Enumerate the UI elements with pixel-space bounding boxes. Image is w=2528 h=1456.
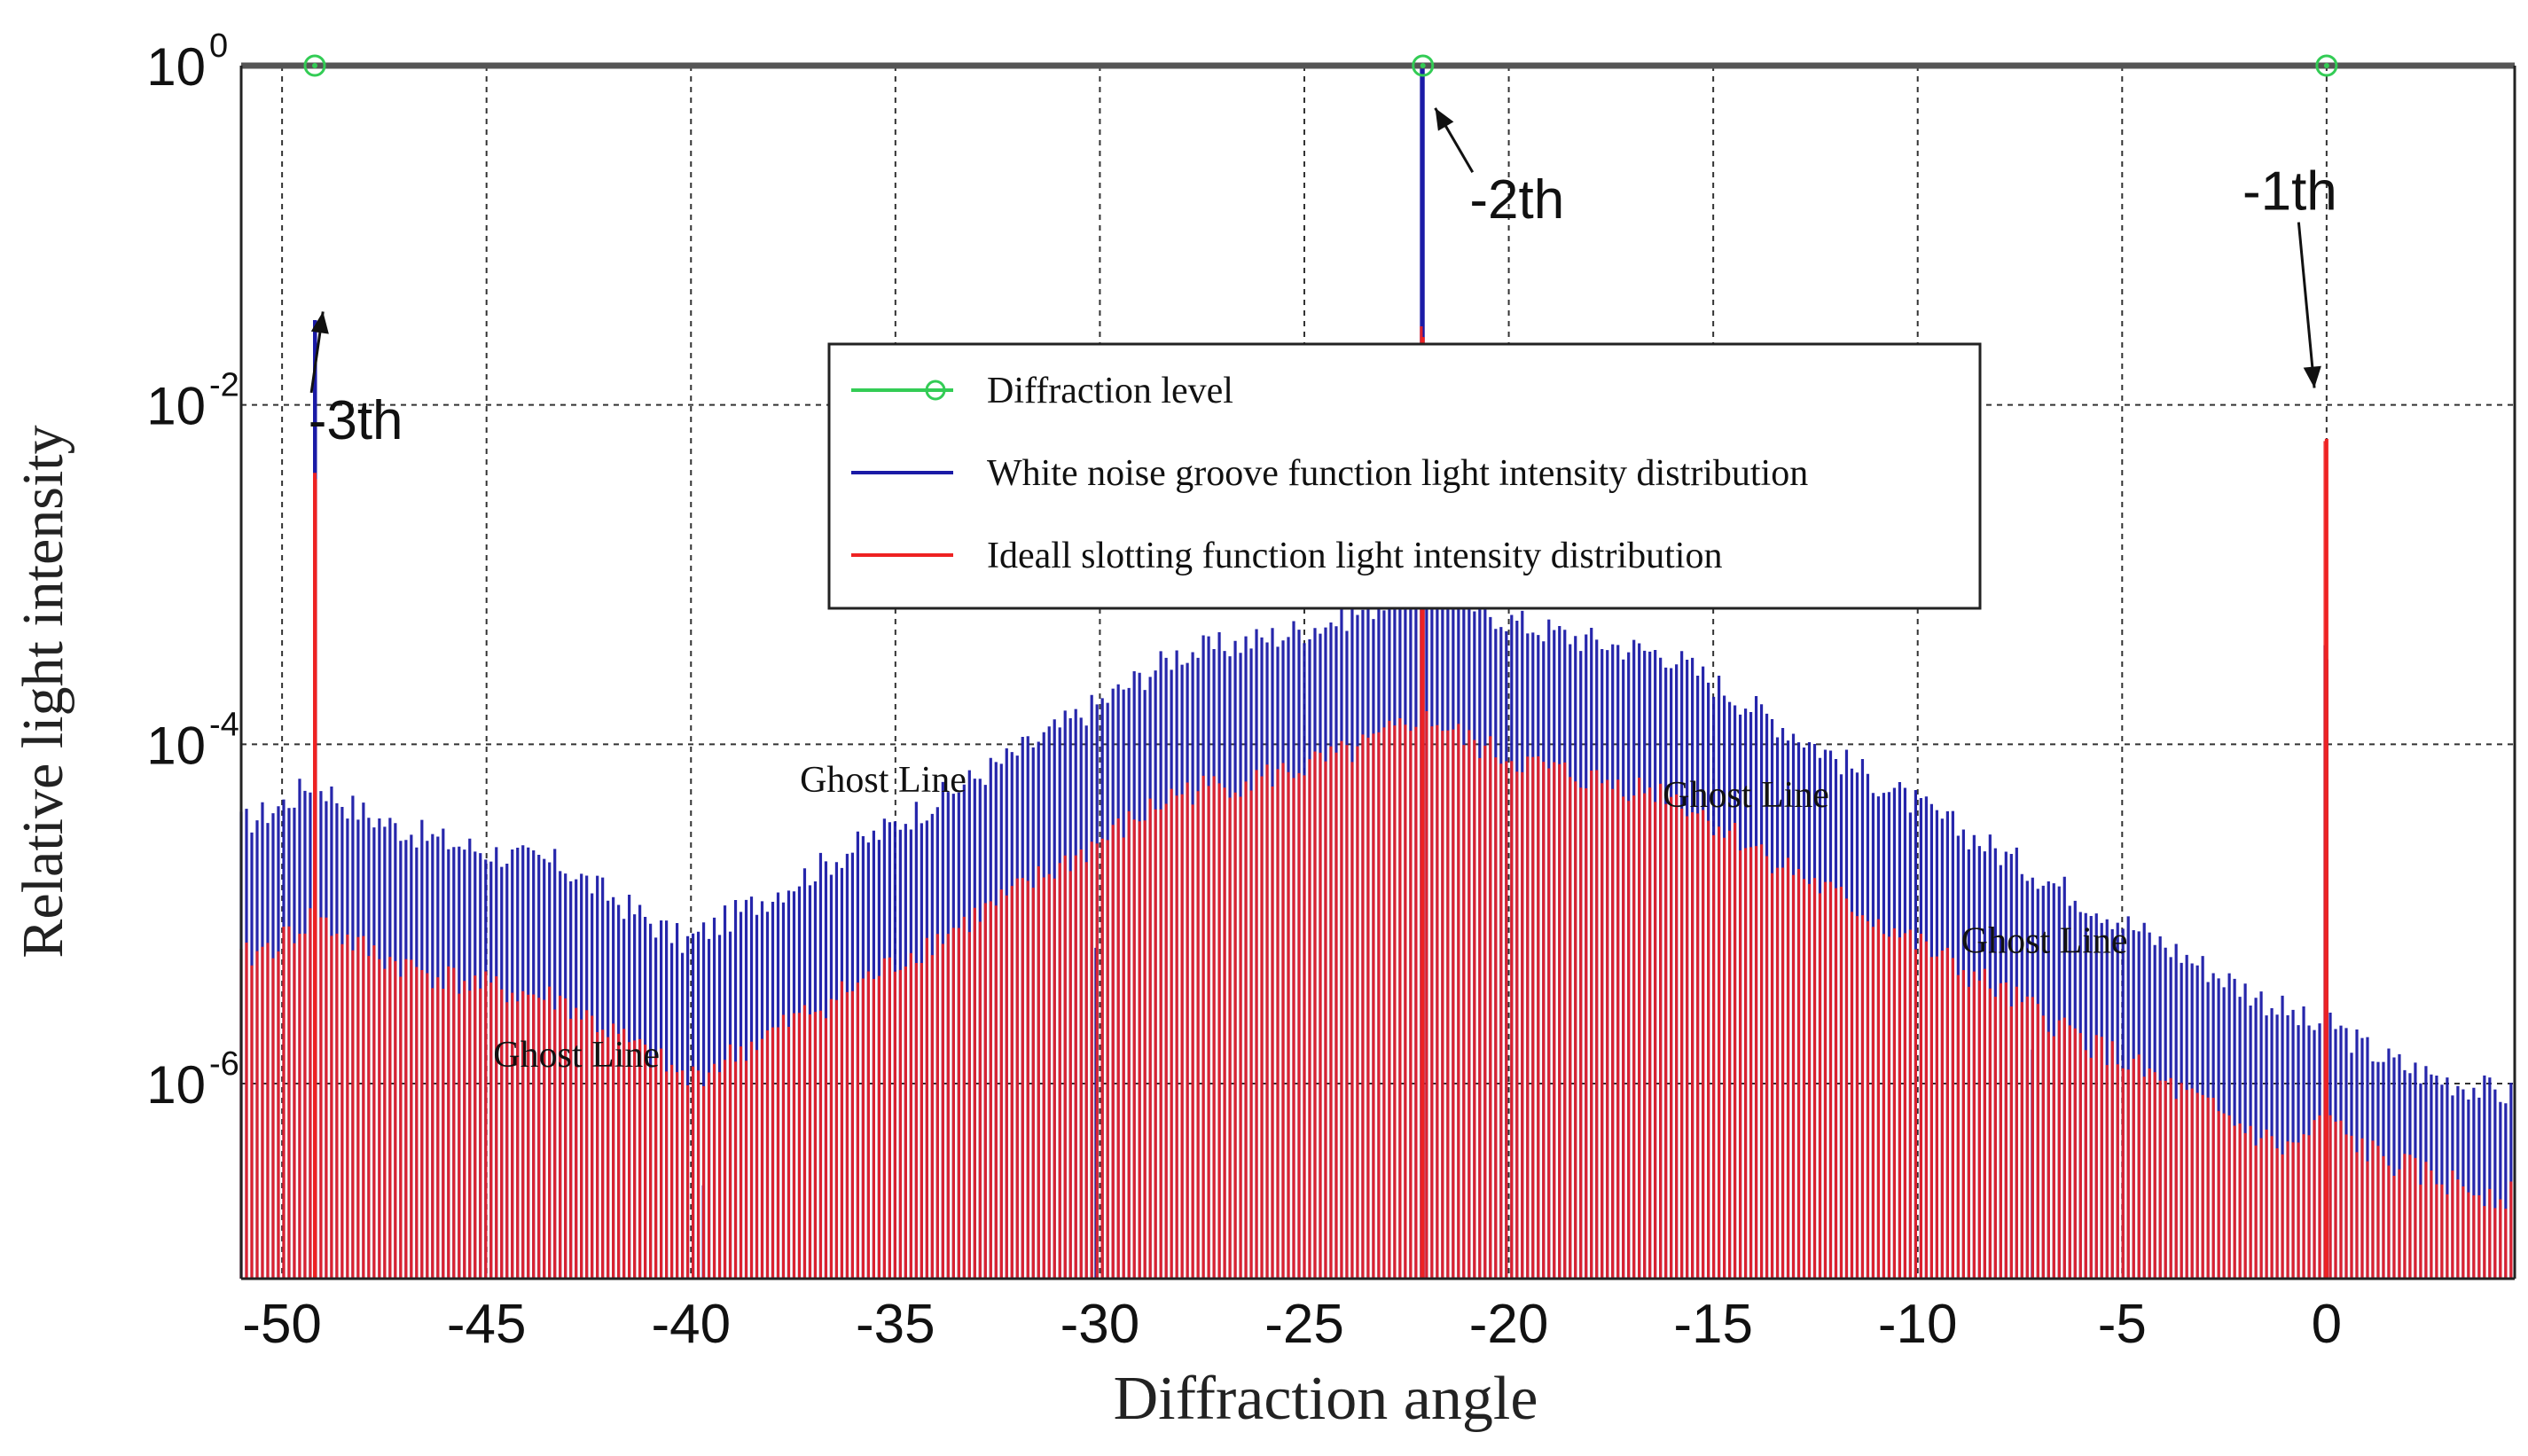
x-tick-label: -30 — [1061, 1294, 1140, 1355]
order-label: -1th — [2242, 161, 2337, 223]
annotation-arrow — [2297, 222, 2316, 388]
x-tick-label: -20 — [1469, 1294, 1549, 1355]
order-label: -3th — [309, 390, 403, 451]
x-tick-label: 0 — [2312, 1294, 2342, 1355]
ghost-line-label: Ghost Line — [800, 760, 967, 801]
x-tick-label: -10 — [1878, 1294, 1958, 1355]
x-tick-label: -45 — [447, 1294, 527, 1355]
ghost-line-label: Ghost Line — [1663, 775, 1829, 816]
x-tick-label: -50 — [242, 1294, 322, 1355]
x-tick-label: -25 — [1264, 1294, 1344, 1355]
x-tick-label: -15 — [1673, 1294, 1753, 1355]
legend-label: Diffraction level — [987, 371, 1233, 411]
ghost-line-label: Ghost Line — [1961, 921, 2128, 962]
annotation-arrowhead — [2303, 365, 2321, 388]
axes-frame — [239, 62, 2516, 1280]
x-tick-label: -35 — [856, 1294, 935, 1355]
y-tick-label: 10 — [146, 716, 206, 775]
legend-marker — [925, 380, 946, 401]
legend-box — [827, 342, 1982, 610]
diffraction-level-marker — [2315, 54, 2338, 77]
legend-label: White noise groove function light intens… — [987, 453, 1808, 494]
y-tick-label: 10 — [146, 37, 206, 97]
y-tick-exponent: -6 — [209, 1045, 239, 1083]
x-tick-label: -40 — [651, 1294, 731, 1355]
y-tick-exponent: -2 — [209, 367, 239, 404]
y-tick-label: 10 — [146, 377, 206, 436]
diffraction-level-marker — [1412, 54, 1435, 77]
y-axis-label: Relative light intensity — [11, 425, 75, 958]
x-tick-label: -5 — [2098, 1294, 2147, 1355]
legend: Diffraction level White noise groove func… — [827, 342, 1982, 610]
diffraction-level-series — [303, 54, 2338, 77]
order-label: -2th — [1469, 169, 1564, 231]
annotations: -3th -2th -1th Ghost Line Ghost Line Ghost Li… — [309, 107, 2337, 1076]
tick-labels: -50 -45 -40 -35 -30 -25 -20 -15 -10 -5 010 010 -210-… — [146, 27, 2342, 1355]
ghost-line-label: Ghost Line — [493, 1035, 660, 1076]
diffraction-level-marker-dot — [312, 63, 318, 68]
diffraction-level-marker-dot — [2323, 63, 2329, 68]
ideal-slotting-series — [239, 326, 2513, 1279]
legend-label: Ideall slotting function light intensity… — [987, 536, 1722, 576]
diffraction-level-marker-dot — [1420, 63, 1426, 68]
diffraction-level-marker — [303, 54, 326, 77]
annotation-arrowhead — [1435, 107, 1454, 131]
y-tick-exponent: -4 — [209, 706, 239, 743]
y-tick-label: 10 — [146, 1055, 206, 1115]
x-axis-label: Diffraction angle — [1114, 1365, 1538, 1433]
y-tick-exponent: 0 — [209, 27, 228, 65]
annotation-arrowhead — [310, 311, 329, 334]
